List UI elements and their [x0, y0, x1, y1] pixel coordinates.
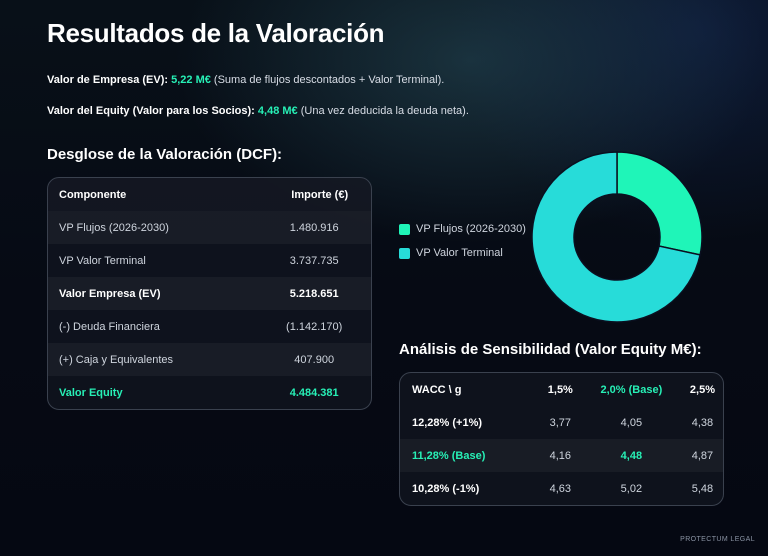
- row-label: 11,28% (Base): [412, 449, 486, 462]
- cell-value: 4,63: [549, 482, 572, 495]
- equity-label: Valor del Equity (Valor para los Socios)…: [47, 105, 255, 117]
- dcf-section-title: Desglose de la Valoración (DCF):: [47, 146, 283, 163]
- legend-swatch: [399, 223, 410, 235]
- cell-value: 4,05: [620, 416, 643, 429]
- enterprise-value-summary: Valor de Empresa (EV): 5,22 M€ (Suma de …: [47, 74, 444, 86]
- column-header-component: Componente: [59, 188, 127, 201]
- row-value: 3.737.735: [289, 254, 339, 267]
- legend-label: VP Flujos (2026-2030): [416, 223, 526, 235]
- row-value: 5.218.651: [289, 287, 339, 300]
- table-row: 10,28% (-1%) 4,63 5,02 5,48: [400, 472, 723, 505]
- chart-legend: VP Flujos (2026-2030) VP Valor Terminal: [399, 217, 526, 265]
- donut-slice-1: [531, 151, 701, 323]
- table-row-total: Valor Equity 4.484.381: [48, 376, 371, 409]
- equity-value: 4,48 M€: [257, 105, 298, 117]
- row-label: 12,28% (+1%): [412, 416, 483, 429]
- column-header-g-low: 1,5%: [547, 383, 573, 396]
- footer-brand: PROTECTUM LEGAL: [680, 536, 755, 543]
- row-label: Valor Equity: [59, 386, 123, 399]
- row-value: (1.142.170): [286, 320, 343, 333]
- row-label: Valor Empresa (EV): [59, 287, 161, 300]
- row-label: (-) Deuda Financiera: [59, 320, 160, 333]
- dcf-table: Componente Importe (€) VP Flujos (2026-2…: [48, 178, 371, 409]
- row-value: 407.900: [294, 353, 335, 366]
- row-value: 1.480.916: [289, 221, 339, 234]
- cell-value: 5,02: [620, 482, 643, 495]
- row-label: (+) Caja y Equivalentes: [59, 353, 174, 366]
- equity-value-summary: Valor del Equity (Valor para los Socios)…: [47, 105, 469, 117]
- valuation-donut-chart: [531, 151, 703, 323]
- cell-value-base: 4,48: [620, 449, 643, 462]
- sensitivity-table-card: WACC \ g 1,5% 2,0% (Base) 2,5% 12,28% (+…: [399, 372, 724, 506]
- equity-note: (Una vez deducida la deuda neta).: [300, 105, 469, 117]
- table-row: VP Flujos (2026-2030) 1.480.916: [48, 211, 371, 244]
- dcf-table-card: Componente Importe (€) VP Flujos (2026-2…: [47, 177, 372, 410]
- column-header-wacc-g: WACC \ g: [412, 383, 462, 396]
- row-label: 10,28% (-1%): [412, 482, 480, 495]
- ev-label: Valor de Empresa (EV):: [47, 74, 169, 86]
- table-row: Valor Empresa (EV) 5.218.651: [48, 277, 371, 310]
- page-title: Resultados de la Valoración: [47, 18, 385, 48]
- table-row: VP Valor Terminal 3.737.735: [48, 244, 371, 277]
- cell-value: 4,87: [691, 449, 714, 462]
- cell-value: 4,38: [691, 416, 714, 429]
- legend-swatch: [399, 247, 410, 259]
- ev-note: (Suma de flujos descontados + Valor Term…: [213, 74, 445, 86]
- ev-value: 5,22 M€: [171, 74, 211, 86]
- cell-value: 3,77: [549, 416, 572, 429]
- donut-slice-0: [616, 151, 703, 256]
- table-row: (-) Deuda Financiera (1.142.170): [48, 310, 371, 343]
- row-label: VP Valor Terminal: [59, 254, 146, 267]
- table-row: 12,28% (+1%) 3,77 4,05 4,38: [400, 406, 723, 439]
- legend-item-flows: VP Flujos (2026-2030): [399, 217, 526, 241]
- table-row: (+) Caja y Equivalentes 407.900: [48, 343, 371, 376]
- column-header-amount: Importe (€): [291, 188, 349, 201]
- row-value: 4.484.381: [289, 386, 339, 399]
- table-header-row: Componente Importe (€): [48, 178, 371, 211]
- row-label: VP Flujos (2026-2030): [59, 221, 169, 234]
- legend-label: VP Valor Terminal: [416, 247, 503, 259]
- cell-value: 5,48: [691, 482, 714, 495]
- legend-item-terminal: VP Valor Terminal: [399, 241, 526, 265]
- sensitivity-section-title: Análisis de Sensibilidad (Valor Equity M…: [399, 341, 702, 358]
- table-row-base: 11,28% (Base) 4,16 4,48 4,87: [400, 439, 723, 472]
- column-header-g-base: 2,0% (Base): [600, 383, 663, 396]
- table-header-row: WACC \ g 1,5% 2,0% (Base) 2,5%: [400, 373, 723, 406]
- cell-value: 4,16: [549, 449, 572, 462]
- column-header-g-high: 2,5%: [689, 383, 715, 396]
- sensitivity-table: WACC \ g 1,5% 2,0% (Base) 2,5% 12,28% (+…: [400, 373, 723, 505]
